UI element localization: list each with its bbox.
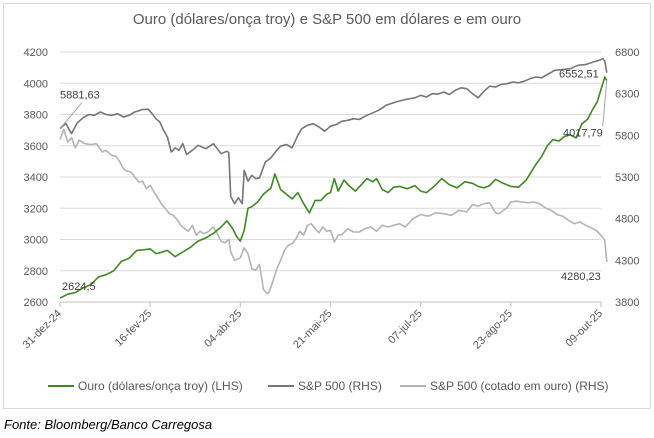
x-tick-label: 16-fev-25 bbox=[113, 308, 154, 349]
series-line-gold bbox=[59, 76, 608, 299]
series-line-spx_gold bbox=[59, 128, 608, 295]
x-tick-label: 31-dez-24 bbox=[21, 308, 65, 352]
y-axis-right: 3800 4300 4800 5300 5800 6300 6800 bbox=[615, 47, 639, 309]
annotation-label: 5881,63 bbox=[60, 90, 100, 102]
source-note: Fonte: Bloomberg/Banco Carregosa bbox=[4, 417, 213, 432]
y-right-tick-label: 5800 bbox=[615, 130, 639, 142]
y-right-tick-label: 6800 bbox=[615, 47, 639, 59]
x-axis: 31-dez-24 16-fev-25 04-abr-25 21-mai-25 07-j… bbox=[21, 301, 605, 352]
x-tick-label: 07-jul-25 bbox=[386, 308, 425, 347]
x-tick-label: 09-out-25 bbox=[563, 308, 605, 350]
annotations: 2624,5 5881,63 6552,51 4017,79 4280,23 bbox=[59, 69, 608, 293]
y-left-tick-label: 4200 bbox=[24, 47, 48, 59]
annotation-label: 4017,79 bbox=[563, 127, 603, 139]
legend-label-spx: S&P 500 (RHS) bbox=[298, 379, 382, 393]
annotation-label: 2624,5 bbox=[62, 281, 96, 293]
gridlines bbox=[60, 51, 601, 303]
legend-label-spx_gold: S&P 500 (cotado em ouro) (RHS) bbox=[430, 379, 609, 393]
x-tick-label: 21-mai-25 bbox=[291, 308, 335, 352]
y-left-tick-label: 4000 bbox=[24, 78, 48, 90]
x-tick-label: 04-abr-25 bbox=[202, 308, 244, 350]
annotation-label: 4280,23 bbox=[561, 271, 601, 283]
y-left-tick-label: 3000 bbox=[24, 235, 48, 247]
chart-title: Ouro (dólares/onça troy) e S&P 500 em dó… bbox=[132, 11, 522, 28]
series-line-spx bbox=[59, 57, 608, 205]
annotation-leader bbox=[602, 80, 608, 127]
legend: Ouro (dólares/onça troy) (LHS) S&P 500 (R… bbox=[48, 379, 609, 393]
annotation-leader bbox=[59, 102, 83, 129]
y-right-tick-label: 5300 bbox=[615, 172, 639, 184]
y-right-tick-label: 6300 bbox=[615, 89, 639, 101]
series-lines bbox=[59, 57, 608, 299]
y-right-tick-label: 4800 bbox=[615, 214, 639, 226]
y-left-tick-label: 2800 bbox=[24, 266, 48, 278]
y-left-tick-label: 3800 bbox=[24, 110, 48, 122]
y-left-tick-label: 3200 bbox=[24, 203, 48, 215]
y-left-tick-label: 3400 bbox=[24, 172, 48, 184]
y-axis-left: 2600 2800 3000 3200 3400 3600 3800 4000 4200 bbox=[24, 47, 48, 309]
legend-label-gold: Ouro (dólares/onça troy) (LHS) bbox=[78, 379, 243, 393]
x-tick-label: 23-ago-25 bbox=[471, 308, 515, 352]
y-left-tick-label: 3600 bbox=[24, 141, 48, 153]
y-right-tick-label: 4300 bbox=[615, 255, 639, 267]
y-left-tick-label: 2600 bbox=[24, 297, 48, 309]
y-right-tick-label: 3800 bbox=[615, 297, 639, 309]
annotation-label: 6552,51 bbox=[559, 69, 599, 81]
